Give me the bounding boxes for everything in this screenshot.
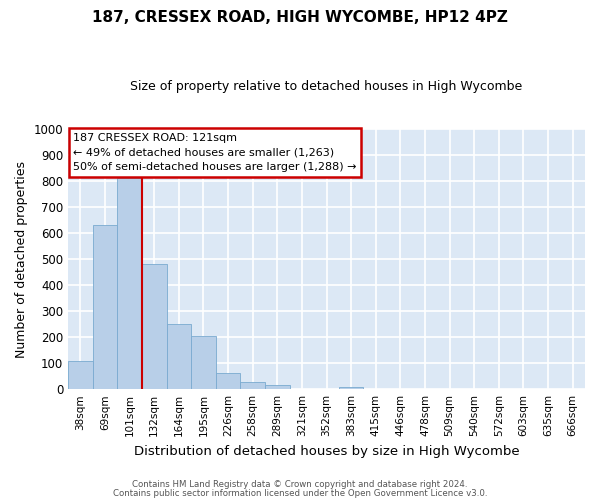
Bar [216, 373, 241, 389]
Bar [167, 324, 191, 389]
Text: 187 CRESSEX ROAD: 121sqm
← 49% of detached houses are smaller (1,263)
50% of sem: 187 CRESSEX ROAD: 121sqm ← 49% of detach… [73, 133, 357, 172]
Bar [241, 382, 265, 389]
Bar [265, 386, 290, 389]
Bar [339, 386, 364, 389]
Text: Contains public sector information licensed under the Open Government Licence v3: Contains public sector information licen… [113, 488, 487, 498]
Bar [142, 264, 167, 389]
Text: 187, CRESSEX ROAD, HIGH WYCOMBE, HP12 4PZ: 187, CRESSEX ROAD, HIGH WYCOMBE, HP12 4P… [92, 10, 508, 25]
Bar [92, 225, 117, 389]
Bar [117, 178, 142, 389]
Bar [191, 336, 216, 389]
X-axis label: Distribution of detached houses by size in High Wycombe: Distribution of detached houses by size … [134, 444, 520, 458]
Bar [68, 360, 92, 389]
Text: Contains HM Land Registry data © Crown copyright and database right 2024.: Contains HM Land Registry data © Crown c… [132, 480, 468, 489]
Title: Size of property relative to detached houses in High Wycombe: Size of property relative to detached ho… [130, 80, 523, 93]
Y-axis label: Number of detached properties: Number of detached properties [15, 160, 28, 358]
